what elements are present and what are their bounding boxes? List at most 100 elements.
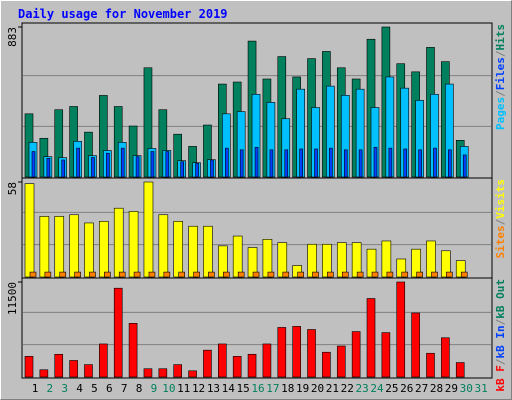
x-tick-label: 31 [474, 382, 487, 395]
x-tick-label: 13 [207, 382, 220, 395]
bar [254, 146, 259, 178]
bar [297, 271, 304, 278]
bar [69, 360, 78, 378]
legend-separator: / [494, 218, 507, 225]
legend: Sites/Visits [494, 179, 507, 259]
bar [277, 242, 288, 278]
bar [39, 216, 50, 278]
bar [128, 211, 139, 278]
bar [358, 149, 363, 178]
bar [411, 312, 420, 378]
legend-entry: Hits [494, 24, 507, 51]
x-tick-label: 17 [266, 382, 279, 395]
x-tick-label: 21 [326, 382, 339, 395]
legend-entry: Pages [494, 97, 507, 130]
bar [239, 149, 244, 178]
bar [143, 368, 153, 378]
bar [431, 271, 438, 278]
bar [460, 271, 468, 278]
bar [237, 271, 245, 278]
bar [448, 149, 452, 178]
bar [54, 216, 65, 278]
bar [329, 147, 333, 178]
bar [247, 353, 257, 378]
bar [336, 345, 346, 378]
bar [386, 271, 394, 278]
legend-entry: Sites [494, 225, 507, 258]
x-tick-label: 6 [106, 382, 113, 395]
bar [322, 243, 332, 278]
bar [416, 271, 423, 278]
bar [193, 271, 200, 278]
bar [84, 364, 93, 378]
x-tick-label: 30 [460, 382, 473, 395]
bar [455, 260, 466, 278]
bar [24, 356, 34, 378]
legend-separator: / [494, 90, 507, 97]
bar [158, 214, 169, 278]
bar [336, 242, 347, 278]
x-tick-label: 3 [61, 382, 68, 395]
bar [99, 221, 109, 278]
bar [284, 149, 289, 178]
bar [269, 149, 274, 178]
bar [148, 271, 156, 278]
bar [158, 368, 168, 378]
bar [46, 158, 51, 178]
bar [54, 353, 64, 378]
bar [218, 343, 227, 378]
x-tick-label: 26 [400, 382, 413, 395]
bar [120, 147, 125, 178]
bar [113, 207, 124, 278]
y-tick-label: 11500 [6, 282, 19, 315]
legend: Pages/Files/Hits [494, 24, 507, 130]
x-tick-label: 10 [162, 382, 175, 395]
bar [218, 245, 228, 278]
x-tick-label: 16 [251, 382, 264, 395]
x-tick-label: 7 [121, 382, 128, 395]
bar [195, 163, 199, 178]
x-tick-label: 24 [370, 382, 384, 395]
panel [21, 277, 493, 379]
bar [277, 327, 287, 378]
bar [396, 258, 407, 278]
bar [91, 157, 95, 178]
legend-entry: kB In [494, 325, 507, 358]
bar [351, 331, 361, 378]
bar [366, 298, 376, 378]
x-tick-label: 25 [385, 382, 398, 395]
bar [433, 147, 437, 178]
x-tick-label: 15 [237, 382, 250, 395]
bar [165, 151, 170, 178]
bar [150, 151, 155, 178]
bar [203, 349, 212, 378]
bar [299, 148, 303, 178]
bar [381, 240, 392, 278]
x-tick-label: 2 [47, 382, 54, 395]
bar [188, 370, 197, 378]
legend-separator: / [494, 358, 507, 365]
bar [44, 271, 52, 278]
bar [225, 147, 229, 178]
bar [441, 337, 450, 378]
bar [292, 326, 301, 378]
x-tick-label: 9 [151, 382, 158, 395]
bar [247, 247, 258, 278]
x-tick-label: 22 [341, 382, 354, 395]
bar [24, 183, 35, 278]
bar [267, 271, 275, 278]
legend-entry: Visits [494, 179, 507, 219]
bar [133, 271, 141, 278]
bar [178, 271, 185, 278]
legend-entry: kB Out [494, 279, 507, 319]
bar [327, 271, 334, 278]
bar [441, 250, 451, 278]
bar [128, 323, 138, 378]
chart-title: Daily usage for November 2019 [18, 7, 228, 21]
x-tick-label: 4 [76, 382, 83, 395]
bar [143, 181, 154, 278]
bar [208, 271, 215, 278]
bar [351, 242, 362, 278]
